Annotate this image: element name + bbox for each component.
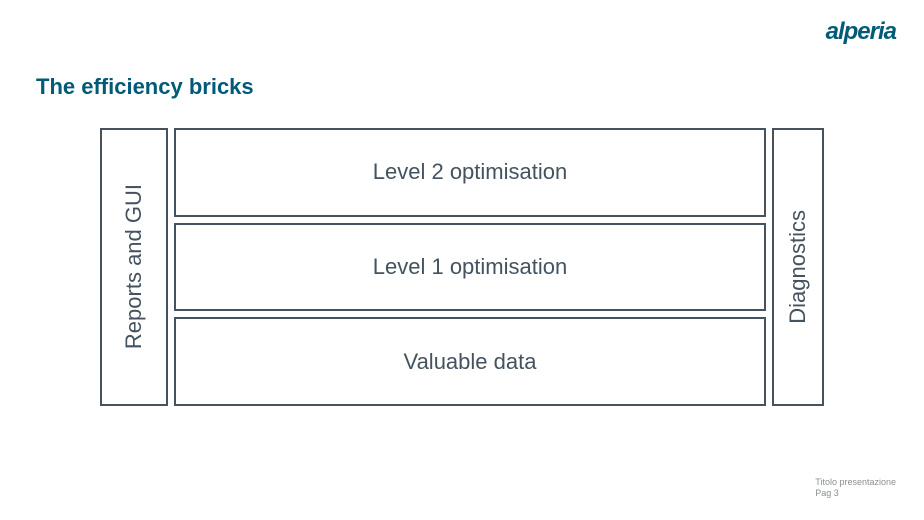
brick-valuable-data: Valuable data — [174, 317, 766, 406]
right-column-diagnostics: Diagnostics — [772, 128, 824, 406]
slide-footer: Titolo presentazione Pag 3 — [815, 477, 896, 500]
footer-page-number: Pag 3 — [815, 488, 896, 500]
brick-level2: Level 2 optimisation — [174, 128, 766, 217]
left-column-reports-gui: Reports and GUI — [100, 128, 168, 406]
footer-presentation-title: Titolo presentazione — [815, 477, 896, 489]
efficiency-bricks-diagram: Reports and GUI Level 2 optimisation Lev… — [100, 128, 824, 406]
brick-level1-label: Level 1 optimisation — [373, 254, 567, 280]
left-column-label: Reports and GUI — [121, 184, 147, 349]
right-column-label: Diagnostics — [785, 210, 811, 324]
center-bricks-column: Level 2 optimisation Level 1 optimisatio… — [174, 128, 766, 406]
brick-level1: Level 1 optimisation — [174, 223, 766, 312]
brick-valuable-data-label: Valuable data — [404, 349, 537, 375]
brick-level2-label: Level 2 optimisation — [373, 159, 567, 185]
slide: { "logo": { "text": "alperia", "color": … — [0, 0, 924, 520]
brand-logo: alperia — [826, 18, 896, 46]
slide-title: The efficiency bricks — [36, 74, 254, 100]
